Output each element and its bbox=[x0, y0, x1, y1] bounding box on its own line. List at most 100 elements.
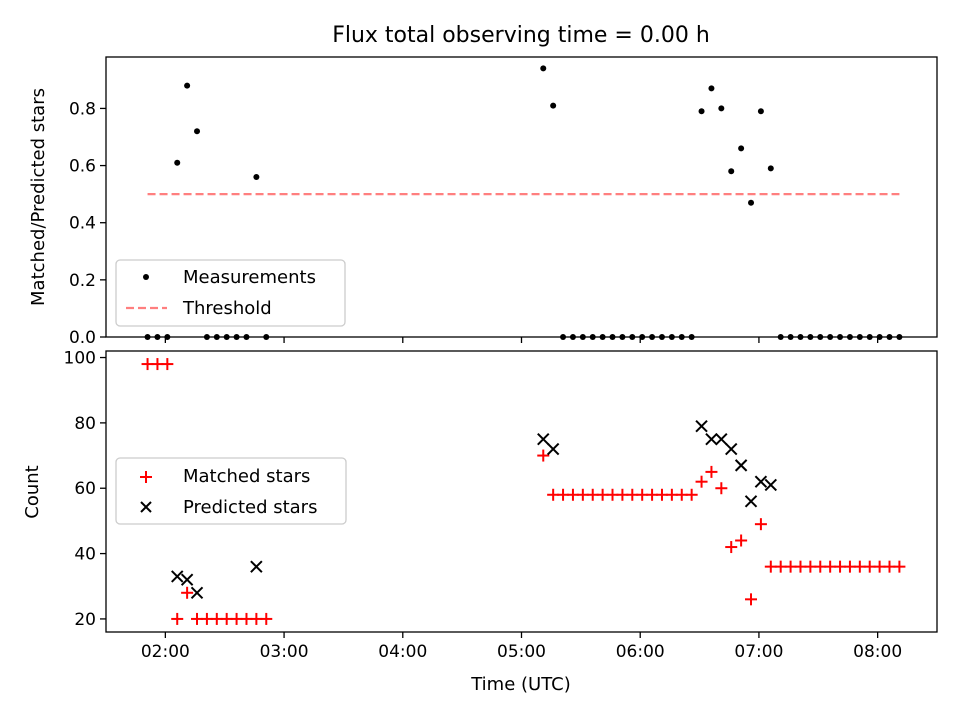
point-measurements bbox=[817, 334, 824, 340]
point-measurements bbox=[708, 85, 715, 92]
bottom-y-tick-label: 40 bbox=[74, 545, 96, 565]
point-matched-stars bbox=[171, 612, 184, 625]
point-measurements bbox=[728, 168, 735, 175]
point-predicted-stars bbox=[537, 433, 550, 446]
top-y-tick-label: 0.4 bbox=[69, 214, 96, 234]
point-matched-stars bbox=[181, 586, 194, 599]
x-tick-label: 05:00 bbox=[497, 642, 546, 662]
point-predicted-stars bbox=[695, 419, 708, 433]
top-y-tick-label: 0.6 bbox=[69, 157, 96, 177]
point-predicted-stars bbox=[764, 478, 778, 492]
point-measurements bbox=[619, 334, 626, 340]
legend-label-matched-stars: Matched stars bbox=[183, 466, 310, 487]
point-measurements bbox=[550, 102, 557, 109]
x-tick-label: 03:00 bbox=[260, 642, 309, 662]
point-measurements bbox=[886, 334, 893, 340]
x-tick-label: 06:00 bbox=[616, 642, 665, 662]
point-measurements bbox=[540, 65, 547, 72]
point-measurements bbox=[866, 334, 873, 340]
top-y-tick-label: 0.2 bbox=[69, 271, 96, 291]
point-measurements bbox=[649, 334, 656, 340]
point-measurements bbox=[609, 334, 616, 340]
point-matched-stars bbox=[260, 612, 273, 625]
point-measurements bbox=[797, 334, 804, 340]
point-measurements bbox=[738, 145, 745, 152]
point-predicted-stars bbox=[705, 433, 718, 446]
point-measurements bbox=[896, 334, 903, 340]
point-measurements bbox=[253, 174, 260, 180]
point-measurements bbox=[569, 334, 576, 340]
point-matched-stars bbox=[685, 488, 698, 501]
point-measurements bbox=[748, 199, 755, 206]
point-measurements bbox=[184, 82, 191, 89]
point-predicted-stars bbox=[250, 560, 263, 573]
point-measurements bbox=[164, 334, 171, 340]
point-matched-stars bbox=[705, 465, 718, 478]
point-matched-stars bbox=[754, 518, 767, 531]
point-measurements bbox=[263, 334, 270, 340]
point-measurements bbox=[827, 334, 834, 340]
point-matched-stars bbox=[725, 541, 738, 554]
point-measurements bbox=[876, 334, 883, 340]
point-measurements bbox=[757, 108, 764, 115]
legend-marker-measurements bbox=[143, 274, 149, 280]
point-measurements bbox=[668, 334, 675, 340]
top-y-axis-label: Matched/Predicted stars bbox=[28, 88, 49, 306]
bottom-y-axis-label: Count bbox=[22, 465, 43, 518]
legend-label-predicted-stars: Predicted stars bbox=[183, 497, 317, 518]
x-axis-label: Time (UTC) bbox=[470, 674, 571, 695]
point-matched-stars bbox=[695, 475, 708, 488]
point-measurements bbox=[837, 334, 844, 340]
point-measurements bbox=[807, 334, 814, 340]
point-measurements bbox=[639, 334, 646, 340]
point-predicted-stars bbox=[754, 475, 768, 488]
bottom-y-tick-label: 80 bbox=[74, 414, 96, 434]
panel-star-counts: 02:00 03:00 04:00 05:00 06:00 07:00 08:00 20 40 6… bbox=[22, 349, 938, 695]
top-y-tick-label: 0.8 bbox=[69, 99, 96, 119]
bottom-y-tick-label: 100 bbox=[64, 349, 96, 369]
point-predicted-stars bbox=[744, 495, 758, 508]
bottom-y-tick-label: 20 bbox=[74, 610, 96, 630]
point-measurements bbox=[856, 334, 863, 340]
point-measurements bbox=[243, 334, 250, 340]
point-measurements bbox=[233, 334, 240, 340]
legend-label-measurements: Measurements bbox=[183, 267, 316, 288]
panel-match-ratio: 0.00.20.40.60.8 Matched/Predicted stars … bbox=[28, 56, 938, 348]
point-measurements bbox=[174, 159, 181, 166]
point-predicted-stars bbox=[734, 459, 748, 472]
point-matched-stars bbox=[735, 534, 748, 547]
point-measurements bbox=[154, 334, 161, 340]
top-legend: Measurements Threshold bbox=[115, 259, 346, 327]
legend-label-threshold: Threshold bbox=[182, 298, 272, 319]
point-matched-stars bbox=[537, 449, 550, 462]
top-y-tick-label: 0.0 bbox=[69, 328, 96, 348]
top-data-marks bbox=[144, 65, 903, 340]
bottom-axis-ticks: 02:00 03:00 04:00 05:00 06:00 07:00 08:00 20 40 6… bbox=[64, 349, 903, 662]
point-matched-stars bbox=[161, 358, 174, 371]
point-measurements bbox=[787, 334, 794, 340]
point-measurements bbox=[599, 334, 606, 340]
point-measurements bbox=[698, 108, 705, 115]
point-predicted-stars bbox=[546, 442, 560, 456]
x-tick-label: 07:00 bbox=[734, 642, 783, 662]
legend-marker-predicted-stars bbox=[140, 501, 152, 513]
point-measurements bbox=[144, 334, 151, 340]
x-tick-label: 04:00 bbox=[378, 642, 427, 662]
point-measurements bbox=[589, 334, 596, 340]
point-predicted-stars bbox=[190, 586, 204, 599]
x-tick-label: 08:00 bbox=[853, 642, 902, 662]
point-measurements bbox=[846, 334, 853, 340]
point-measurements bbox=[777, 334, 784, 340]
point-measurements bbox=[767, 165, 774, 172]
point-measurements bbox=[560, 334, 567, 340]
point-matched-stars bbox=[745, 593, 758, 606]
point-measurements bbox=[213, 334, 220, 340]
top-legend-box bbox=[115, 259, 346, 327]
point-predicted-stars bbox=[725, 442, 738, 456]
point-measurements bbox=[223, 334, 230, 340]
bottom-legend: Matched stars Predicted stars bbox=[115, 457, 347, 525]
point-measurements bbox=[194, 128, 201, 135]
point-predicted-stars bbox=[171, 570, 184, 583]
point-predicted-stars bbox=[715, 433, 728, 446]
point-measurements bbox=[579, 334, 586, 340]
